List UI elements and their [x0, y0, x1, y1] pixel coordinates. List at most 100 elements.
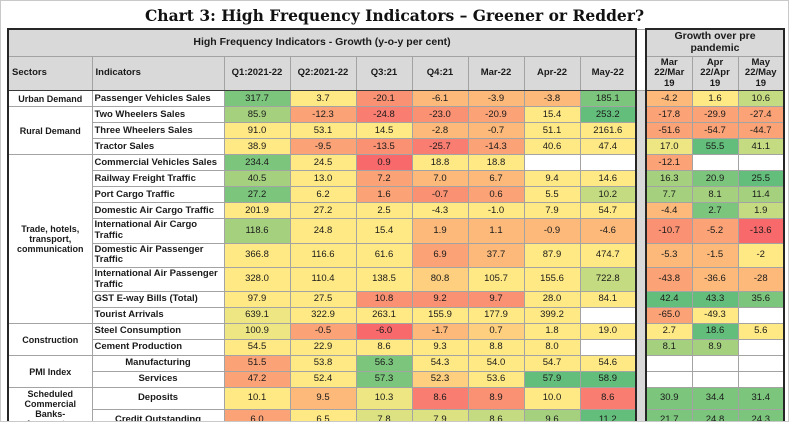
- value-cell: 6.0: [223, 408, 291, 421]
- value-cell: 18.6: [691, 323, 739, 341]
- sector-cell: Rural Demand: [7, 106, 93, 156]
- value-cell: -3.8: [523, 90, 581, 108]
- indicator-cell: Three Wheelers Sales: [91, 122, 225, 140]
- value-cell: -5.2: [691, 218, 739, 244]
- column-header: Apr-22: [523, 55, 581, 92]
- value-cell: 31.4: [737, 387, 785, 410]
- value-cell: 8.6: [467, 408, 525, 421]
- column-header: May 22/May 19: [737, 55, 785, 92]
- value-cell: 24.8: [289, 218, 357, 244]
- value-cell: 201.9: [223, 202, 291, 220]
- value-cell: -3.9: [467, 90, 525, 108]
- value-cell: 20.9: [691, 170, 739, 188]
- value-cell: 5.6: [737, 323, 785, 341]
- value-cell: 100.9: [223, 323, 291, 341]
- value-cell: 52.3: [411, 371, 469, 389]
- value-cell: 366.8: [223, 242, 291, 268]
- value-cell: -9.5: [289, 138, 357, 156]
- value-cell: -12.3: [289, 106, 357, 124]
- value-cell: 138.5: [355, 266, 413, 293]
- value-cell: 57.3: [355, 371, 413, 389]
- empty-cell: [579, 154, 637, 172]
- value-cell: 155.6: [523, 266, 581, 293]
- value-cell: 177.9: [467, 307, 525, 325]
- value-cell: 27.2: [289, 202, 357, 220]
- empty-cell: [579, 307, 637, 325]
- value-cell: 7.2: [355, 170, 413, 188]
- value-cell: 15.4: [355, 218, 413, 244]
- table-gap: [635, 90, 647, 421]
- empty-cell: [691, 371, 739, 389]
- value-cell: 38.9: [223, 138, 291, 156]
- value-cell: 6.5: [289, 408, 357, 421]
- empty-cell: [579, 339, 637, 357]
- value-cell: -13.6: [737, 218, 785, 244]
- value-cell: -4.2: [645, 90, 693, 108]
- value-cell: 8.8: [467, 339, 525, 357]
- value-cell: -0.7: [467, 122, 525, 140]
- value-cell: -2.8: [411, 122, 469, 140]
- value-cell: 24.8: [691, 408, 739, 421]
- value-cell: 7.0: [411, 170, 469, 188]
- value-cell: -1.5: [691, 242, 739, 268]
- value-cell: -6.0: [355, 323, 413, 341]
- indicator-cell: Credit Outstanding: [91, 408, 225, 421]
- value-cell: 22.9: [289, 339, 357, 357]
- value-cell: 30.9: [645, 387, 693, 410]
- value-cell: 474.7: [579, 242, 637, 268]
- value-cell: 14.6: [579, 170, 637, 188]
- value-cell: -36.6: [691, 266, 739, 293]
- value-cell: 10.6: [737, 90, 785, 108]
- value-cell: 10.1: [223, 387, 291, 410]
- value-cell: 27.2: [223, 186, 291, 204]
- value-cell: 0.9: [355, 154, 413, 172]
- value-cell: 9.2: [411, 291, 469, 309]
- indicator-cell: International Air Cargo Traffic: [91, 218, 225, 244]
- value-cell: 55.5: [691, 138, 739, 156]
- value-cell: 21.7: [645, 408, 693, 421]
- value-cell: -23.0: [411, 106, 469, 124]
- value-cell: 51.5: [223, 355, 291, 373]
- value-cell: 0.7: [467, 323, 525, 341]
- value-cell: -20.9: [467, 106, 525, 124]
- indicator-cell: GST E-way Bills (Total): [91, 291, 225, 309]
- value-cell: 7.9: [411, 408, 469, 421]
- value-cell: 54.0: [467, 355, 525, 373]
- indicator-cell: Tourist Arrivals: [91, 307, 225, 325]
- value-cell: 97.9: [223, 291, 291, 309]
- value-cell: 91.0: [223, 122, 291, 140]
- value-cell: 399.2: [523, 307, 581, 325]
- value-cell: -20.1: [355, 90, 413, 108]
- indicator-cell: Steel Consumption: [91, 323, 225, 341]
- value-cell: 253.2: [579, 106, 637, 124]
- empty-cell: [691, 154, 739, 172]
- indicator-cell: Domestic Air Cargo Traffic: [91, 202, 225, 220]
- value-cell: 1.9: [411, 218, 469, 244]
- value-cell: -25.7: [411, 138, 469, 156]
- value-cell: 8.6: [579, 387, 637, 410]
- empty-cell: [523, 154, 581, 172]
- value-cell: -51.6: [645, 122, 693, 140]
- value-cell: 317.7: [223, 90, 291, 108]
- value-cell: 54.7: [523, 355, 581, 373]
- sector-cell: Scheduled Commercial Banks- Aggregates: [7, 387, 93, 421]
- value-cell: 7.9: [523, 202, 581, 220]
- value-cell: 118.6: [223, 218, 291, 244]
- value-cell: 328.0: [223, 266, 291, 293]
- value-cell: 9.3: [411, 339, 469, 357]
- value-cell: 9.4: [523, 170, 581, 188]
- value-cell: 61.6: [355, 242, 413, 268]
- value-cell: 722.8: [579, 266, 637, 293]
- value-cell: 1.9: [737, 202, 785, 220]
- value-cell: 51.1: [523, 122, 581, 140]
- value-cell: 639.1: [223, 307, 291, 325]
- column-header: Sectors: [7, 55, 93, 92]
- value-cell: 53.6: [467, 371, 525, 389]
- value-cell: 8.0: [523, 339, 581, 357]
- value-cell: 7.8: [355, 408, 413, 421]
- value-cell: 11.2: [579, 408, 637, 421]
- value-cell: 105.7: [467, 266, 525, 293]
- value-cell: -24.8: [355, 106, 413, 124]
- value-cell: -28: [737, 266, 785, 293]
- value-cell: 8.6: [411, 387, 469, 410]
